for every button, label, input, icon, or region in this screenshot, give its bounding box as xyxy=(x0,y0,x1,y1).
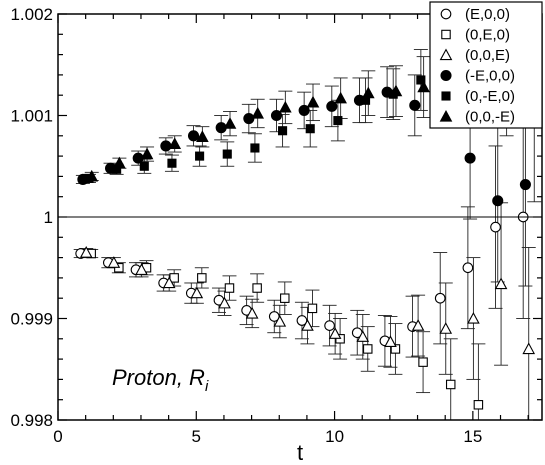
data-point xyxy=(434,292,446,304)
data-point xyxy=(522,342,536,355)
legend-label: (0,E,0) xyxy=(465,27,510,44)
data-point xyxy=(361,86,375,99)
data-point xyxy=(467,311,480,324)
data-point xyxy=(140,147,154,160)
data-point xyxy=(273,314,287,327)
data-markers xyxy=(75,48,541,410)
annotation-main: Proton, R xyxy=(112,365,205,390)
y-tick-label: 0.998 xyxy=(10,411,53,430)
data-point xyxy=(252,283,262,293)
y-tick-label: 1 xyxy=(44,208,53,227)
data-point xyxy=(168,137,182,150)
chart-annotation: Proton, Ri xyxy=(112,365,209,395)
data-point xyxy=(85,169,99,182)
legend-label: (-E,0,0) xyxy=(465,68,515,85)
x-axis-label: t xyxy=(297,440,303,465)
data-point xyxy=(445,379,456,390)
data-point xyxy=(113,156,126,169)
data-point xyxy=(334,91,347,104)
data-point xyxy=(356,330,370,342)
data-point xyxy=(278,126,288,136)
data-point xyxy=(416,75,426,85)
data-point xyxy=(223,117,237,129)
data-point xyxy=(328,327,342,339)
data-point xyxy=(162,276,176,289)
data-point xyxy=(279,100,292,113)
data-point xyxy=(187,130,200,142)
data-point xyxy=(490,221,501,233)
data-point xyxy=(167,158,177,168)
data-point xyxy=(218,296,231,309)
data-point xyxy=(307,303,318,314)
data-point xyxy=(324,320,335,331)
data-point xyxy=(519,178,531,191)
data-point xyxy=(245,306,259,319)
x-tick-label: 0 xyxy=(53,427,62,446)
data-point xyxy=(222,149,232,159)
data-point xyxy=(494,277,508,290)
data-point xyxy=(473,400,484,410)
data-point xyxy=(306,95,320,108)
data-point xyxy=(280,293,290,303)
data-point xyxy=(224,283,235,293)
data-point xyxy=(439,322,453,334)
legend-box xyxy=(429,1,543,129)
data-point xyxy=(250,143,260,153)
data-point xyxy=(139,161,149,171)
x-tick-labels: 0 5 10 15 xyxy=(53,427,482,446)
legend-marker xyxy=(439,109,453,122)
data-point xyxy=(298,104,310,116)
data-point xyxy=(389,84,403,97)
legend-marker xyxy=(440,69,452,82)
y-tick-label: 1.001 xyxy=(10,107,53,126)
data-point xyxy=(197,273,207,283)
legend-marker xyxy=(441,91,451,101)
data-point xyxy=(195,151,205,161)
data-point xyxy=(409,99,421,111)
data-point xyxy=(363,344,373,354)
legend-marker xyxy=(441,29,451,40)
data-point xyxy=(251,106,265,119)
y-tick-label: 0.999 xyxy=(10,310,53,329)
x-tick-label: 5 xyxy=(192,427,201,446)
x-tick-label: 10 xyxy=(325,427,344,446)
data-point xyxy=(270,109,283,122)
data-point xyxy=(301,319,314,331)
annotation-subscript: i xyxy=(205,378,209,395)
data-point xyxy=(160,140,172,152)
data-point xyxy=(411,319,425,331)
data-point xyxy=(305,124,315,134)
data-point xyxy=(462,262,474,274)
data-point xyxy=(417,80,430,93)
x-tick-label: 15 xyxy=(463,427,482,446)
legend-marker xyxy=(440,8,452,20)
data-point xyxy=(492,195,504,207)
legend-label: (E,0,0) xyxy=(465,6,510,23)
y-tick-label: 1.002 xyxy=(10,5,53,24)
data-point xyxy=(326,100,338,112)
y-tick-labels: 0.998 0.999 1 1.001 1.002 xyxy=(10,5,53,430)
legend-marker xyxy=(439,48,453,61)
legend-label: (0,-E,0) xyxy=(465,88,515,105)
data-point xyxy=(418,357,428,367)
legend-label: (0,0,-E) xyxy=(465,109,515,126)
legend: (E,0,0) (0,E,0) (0,0,E) (-E,0,0) (0,-E,0) (0,… xyxy=(429,1,543,129)
data-point xyxy=(384,335,397,347)
data-point xyxy=(79,245,93,258)
data-point xyxy=(464,152,476,164)
data-point xyxy=(107,256,121,268)
data-point xyxy=(190,286,204,299)
data-point xyxy=(135,263,148,275)
data-point xyxy=(333,116,343,126)
legend-label: (0,0,E) xyxy=(465,47,510,64)
data-point xyxy=(196,130,209,142)
